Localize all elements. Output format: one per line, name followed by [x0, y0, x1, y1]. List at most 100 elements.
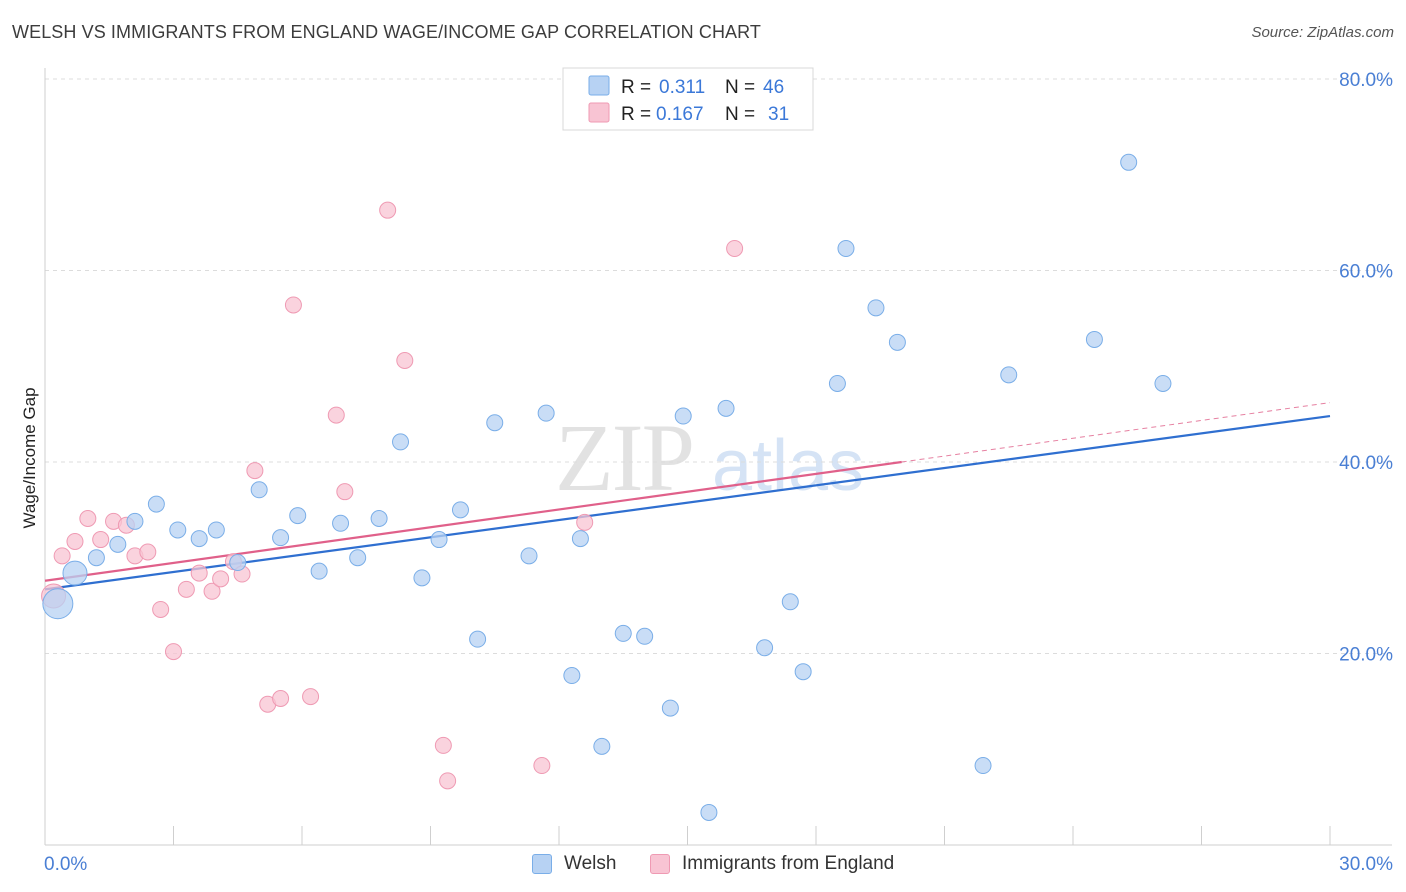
point-welsh-29 [636, 627, 654, 645]
point-welsh-35 [781, 593, 799, 611]
legend-label-welsh: Welsh [564, 853, 617, 874]
point-welsh-34 [756, 639, 774, 657]
point-england-27 [439, 772, 457, 790]
x-tick-label-min: 0.0% [44, 854, 87, 875]
point-welsh-41 [974, 757, 992, 775]
point-welsh-7 [190, 530, 208, 548]
point-welsh-4 [126, 512, 144, 530]
legend-item-welsh: Welsh [532, 853, 616, 875]
point-welsh-17 [392, 433, 410, 451]
legend-n-label-welsh: N = [725, 77, 755, 98]
point-england-19 [272, 690, 290, 708]
source-label: Source: ZipAtlas.com [1251, 24, 1394, 41]
point-welsh-19 [430, 531, 448, 549]
point-welsh-2 [87, 549, 105, 567]
point-welsh-25 [563, 667, 581, 685]
point-england-8 [139, 543, 157, 561]
point-welsh-13 [310, 562, 328, 580]
point-welsh-16 [370, 509, 388, 527]
point-welsh-23 [520, 547, 538, 565]
point-england-14 [212, 570, 230, 588]
point-england-22 [327, 406, 345, 424]
x-tick-label-max: 30.0% [1339, 854, 1393, 875]
axes: 20.0% 40.0% 60.0% 80.0% 0.0% 30.0% [44, 68, 1393, 875]
legend-swatch-england [650, 854, 670, 874]
y-tick-label-20: 20.0% [1339, 645, 1393, 666]
chart-title: WELSH VS IMMIGRANTS FROM ENGLAND WAGE/IN… [12, 22, 762, 42]
legend-r-value-england: 0.167 [656, 104, 704, 125]
point-welsh-6 [169, 521, 187, 539]
point-england-2 [66, 532, 84, 550]
point-england-11 [177, 580, 195, 598]
point-welsh-12 [289, 507, 307, 525]
point-england-26 [434, 736, 452, 754]
point-welsh-39 [867, 299, 885, 317]
legend-n-label-england: N = [725, 104, 755, 125]
legend-swatch-welsh [588, 75, 610, 96]
point-welsh-37 [828, 374, 846, 392]
point-england-29 [576, 513, 594, 531]
point-england-25 [396, 352, 414, 370]
point-welsh-3 [109, 535, 127, 553]
watermark: ZIP atlas [555, 404, 864, 511]
point-welsh-28 [614, 624, 632, 642]
point-welsh-38 [837, 239, 855, 257]
point-england-4 [92, 531, 110, 549]
point-welsh-27 [593, 737, 611, 755]
point-england-17 [246, 462, 264, 480]
point-england-10 [165, 643, 182, 661]
point-england-24 [379, 201, 397, 219]
svg-text:ZIP: ZIP [555, 404, 693, 511]
point-england-23 [336, 483, 354, 501]
point-england-9 [152, 600, 170, 618]
point-welsh-26 [571, 530, 589, 548]
point-welsh-43 [1085, 330, 1103, 348]
point-welsh-15 [349, 549, 367, 567]
point-welsh-10 [250, 481, 268, 499]
point-england-3 [79, 509, 97, 527]
data-points [41, 153, 1172, 821]
legend-label-england: Immigrants from England [682, 853, 895, 874]
trend-line-england [44, 460, 902, 582]
stats-legend: R = 0.311 N = 46 R = 0.167 N = 31 [562, 67, 814, 131]
point-england-20 [284, 296, 302, 314]
point-welsh-22 [486, 414, 504, 432]
point-welsh-42 [1000, 366, 1018, 384]
point-welsh-45 [1154, 374, 1172, 392]
point-welsh-8 [207, 521, 225, 539]
point-welsh-9 [229, 554, 247, 572]
point-england-21 [302, 688, 320, 706]
svg-text:atlas: atlas [712, 426, 864, 506]
point-welsh-24 [537, 404, 555, 422]
point-welsh-0 [42, 588, 74, 620]
point-welsh-14 [332, 514, 350, 532]
point-welsh-5 [147, 495, 165, 513]
point-welsh-18 [413, 569, 431, 587]
legend-r-value-welsh: 0.311 [659, 77, 705, 98]
point-england-12 [190, 564, 208, 582]
point-england-13 [203, 582, 221, 600]
legend-swatch-welsh [532, 854, 552, 874]
point-welsh-30 [661, 699, 679, 717]
trend-lines [44, 402, 1331, 591]
legend-swatch-england [588, 102, 610, 123]
y-tick-label-60: 60.0% [1339, 262, 1393, 283]
legend-n-value-england: 31 [768, 104, 789, 125]
legend-n-value-welsh: 46 [763, 77, 784, 98]
point-welsh-40 [888, 333, 906, 351]
legend-r-label-welsh: R = [621, 77, 651, 98]
point-england-30 [726, 239, 744, 257]
point-welsh-31 [674, 407, 692, 425]
point-welsh-11 [272, 529, 290, 547]
point-welsh-36 [794, 663, 812, 681]
legend-r-label-england: R = [621, 104, 651, 125]
point-welsh-20 [451, 501, 469, 519]
bottom-legend: Welsh Immigrants from England [0, 850, 1406, 880]
point-welsh-33 [717, 399, 735, 417]
trend-line-welsh [44, 414, 1331, 591]
point-england-1 [53, 547, 71, 565]
trend-line-england-extension [901, 402, 1331, 463]
y-tick-label-40: 40.0% [1339, 453, 1393, 474]
point-welsh-44 [1120, 153, 1138, 171]
point-welsh-32 [700, 803, 718, 821]
